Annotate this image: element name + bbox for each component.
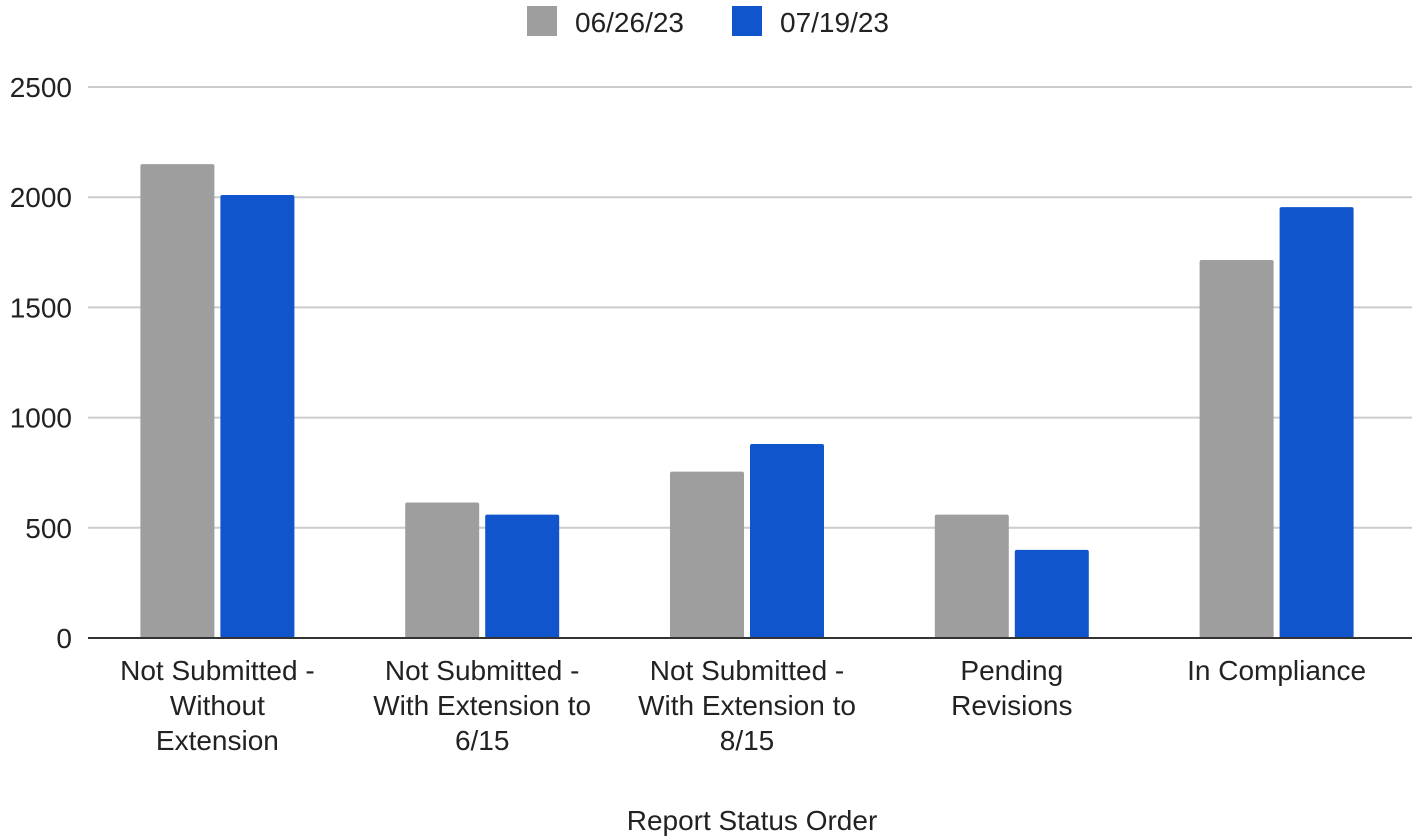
- x-tick-label-line: Without: [170, 690, 265, 721]
- legend: 06/26/23 07/19/23: [527, 6, 889, 38]
- bar: [1014, 549, 1089, 638]
- y-tick-label: 2500: [10, 72, 72, 103]
- y-tick-label: 2000: [10, 182, 72, 213]
- bar: [1199, 260, 1274, 638]
- x-tick-label-line: Not Submitted -: [385, 655, 580, 686]
- bar: [220, 194, 295, 638]
- x-tick-label: Not Submitted - With Extension to 6/15: [373, 655, 591, 756]
- x-tick-label-line: 6/15: [455, 725, 510, 756]
- legend-swatch: [527, 6, 557, 36]
- x-tick-label-line: 8/15: [720, 725, 775, 756]
- x-axis-title: Report Status Order: [627, 805, 878, 836]
- x-tick-label: In Compliance: [1187, 655, 1366, 686]
- x-tick-label: Not Submitted - Without Extension: [120, 655, 315, 756]
- y-tick-label: 1500: [10, 292, 72, 323]
- y-tick-label: 500: [25, 513, 72, 544]
- bars: [140, 164, 1354, 639]
- x-tick-label-line: Pending: [960, 655, 1063, 686]
- y-tick-label: 0: [56, 623, 72, 654]
- bar: [750, 444, 824, 638]
- legend-swatch: [732, 6, 762, 36]
- y-axis-ticks: 0 500 1000 1500 2000 2500: [10, 72, 72, 654]
- y-tick-label: 1000: [10, 403, 72, 434]
- gridlines: [88, 86, 1412, 529]
- legend-label: 06/26/23: [575, 7, 684, 38]
- bar: [1279, 207, 1354, 639]
- x-tick-label-line: With Extension to: [638, 690, 856, 721]
- bar: [140, 164, 215, 638]
- x-tick-label-line: Not Submitted -: [120, 655, 315, 686]
- x-tick-label-line: Not Submitted -: [650, 655, 845, 686]
- x-tick-label: Not Submitted - With Extension to 8/15: [638, 655, 856, 756]
- bar: [405, 502, 480, 638]
- x-tick-label-line: Extension: [156, 725, 279, 756]
- bar: [670, 471, 744, 638]
- bar: [485, 514, 560, 638]
- x-tick-label-line: With Extension to: [373, 690, 591, 721]
- x-tick-label: Pending Revisions: [951, 655, 1072, 721]
- bar: [934, 514, 1009, 638]
- x-tick-label-line: In Compliance: [1187, 655, 1366, 686]
- legend-label: 07/19/23: [780, 7, 889, 38]
- x-tick-label-line: Revisions: [951, 690, 1072, 721]
